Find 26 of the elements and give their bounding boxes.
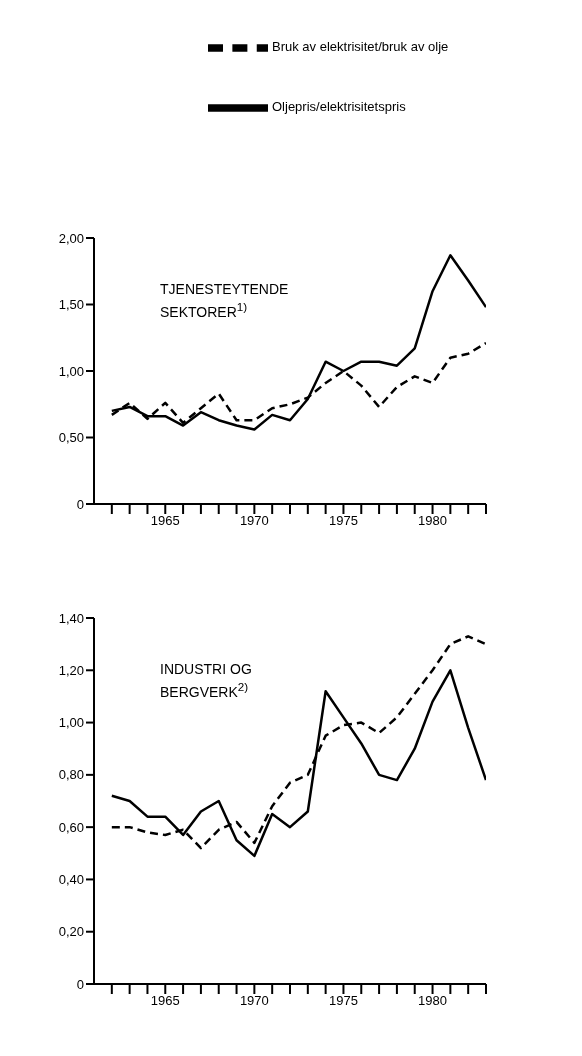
- legend-label: Oljepris/elektrisitetspris: [272, 99, 406, 115]
- text: TJENESTEYTENDE SEKTORER$^{1)}$: [160, 280, 290, 321]
- x-tick-label: 1975: [328, 513, 358, 529]
- y-tick-label: 1,20: [58, 662, 84, 678]
- line-series: [110, 254, 486, 431]
- y-tick-label: 1,00: [58, 715, 84, 731]
- y-tick-label: 0,50: [58, 430, 84, 446]
- x-tick-label: 1965: [150, 993, 180, 1009]
- x-tick-label: 1970: [239, 993, 269, 1009]
- y-tick-label: 0,60: [58, 819, 84, 835]
- x-tick-label: 1980: [418, 513, 448, 529]
- x-tick-label: 1975: [328, 993, 358, 1009]
- y-tick-label: 0: [76, 496, 84, 512]
- y-tick-label: 1,40: [58, 610, 84, 626]
- y-tick-label: 0: [76, 976, 84, 992]
- y-tick-label: 2,00: [58, 230, 84, 246]
- y-tick-label: 0,20: [58, 924, 84, 940]
- y-tick-label: 1,50: [58, 297, 84, 313]
- x-tick-label: 1980: [418, 993, 448, 1009]
- y-tick-label: 0,40: [58, 872, 84, 888]
- y-tick-label: 0,80: [58, 767, 84, 783]
- legend-label: Bruk av elektrisitet/bruk av olje: [272, 39, 449, 55]
- y-tick-label: 1,00: [58, 363, 84, 379]
- x-tick-label: 1970: [239, 513, 269, 529]
- text: INDUSTRI OG BERGVERK$^{2)}$: [160, 660, 253, 701]
- x-tick-label: 1965: [150, 513, 180, 529]
